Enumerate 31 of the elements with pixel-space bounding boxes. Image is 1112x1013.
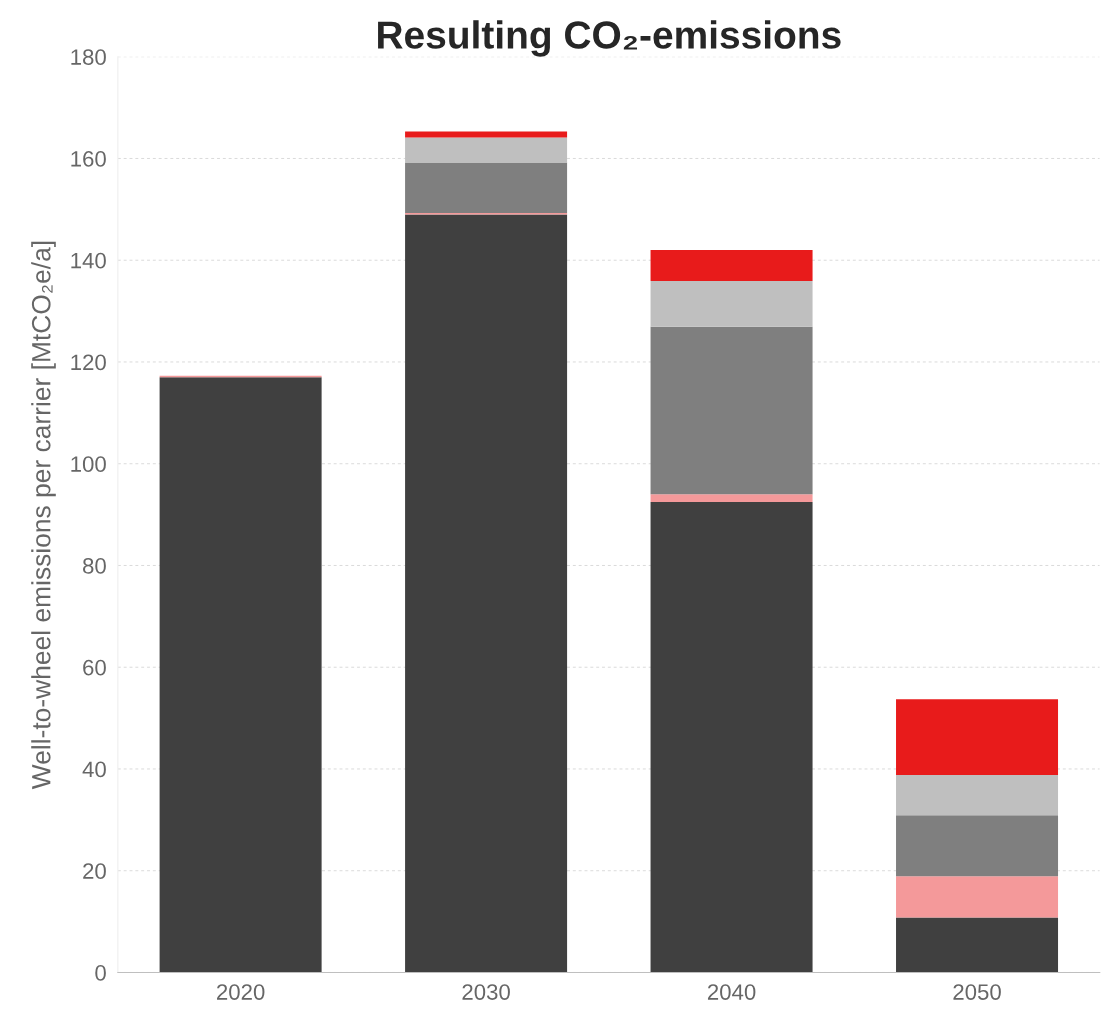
bar: [405, 137, 568, 163]
bar: [650, 501, 813, 973]
y-tick-label: 120: [71, 354, 106, 371]
bar: [405, 162, 568, 213]
x-tick-label: 2030: [462, 984, 510, 1000]
chart-title: Resulting CO₂-emissions: [378, 20, 841, 57]
y-tick-label: 40: [82, 761, 106, 778]
y-tick-label: 140: [71, 252, 106, 269]
bar: [159, 377, 322, 973]
bar: [405, 214, 568, 973]
x-tick-label: 2040: [707, 984, 756, 1000]
bar: [650, 494, 813, 502]
y-tick-label: 180: [71, 49, 106, 65]
bar: [650, 326, 813, 495]
y-tick-label: 0: [95, 965, 106, 981]
x-tick-label: 2050: [953, 984, 1001, 1000]
bar: [650, 281, 813, 327]
y-tick-label: 100: [71, 456, 106, 472]
bar: [896, 815, 1059, 877]
bar: [405, 131, 568, 138]
bar: [896, 699, 1059, 776]
bar: [896, 876, 1059, 918]
y-tick-label: 60: [83, 659, 106, 676]
y-axis-title: Well-to-wheel emissions per carrier [MtCO₂e/a]: [31, 241, 56, 790]
bar: [896, 917, 1059, 973]
bar: [896, 775, 1059, 816]
bar: [650, 250, 813, 282]
y-tick-label: 80: [83, 558, 106, 574]
y-tick-label: 20: [83, 863, 106, 879]
y-tick-label: 160: [71, 151, 106, 167]
x-tick-label: 2020: [217, 984, 265, 1000]
